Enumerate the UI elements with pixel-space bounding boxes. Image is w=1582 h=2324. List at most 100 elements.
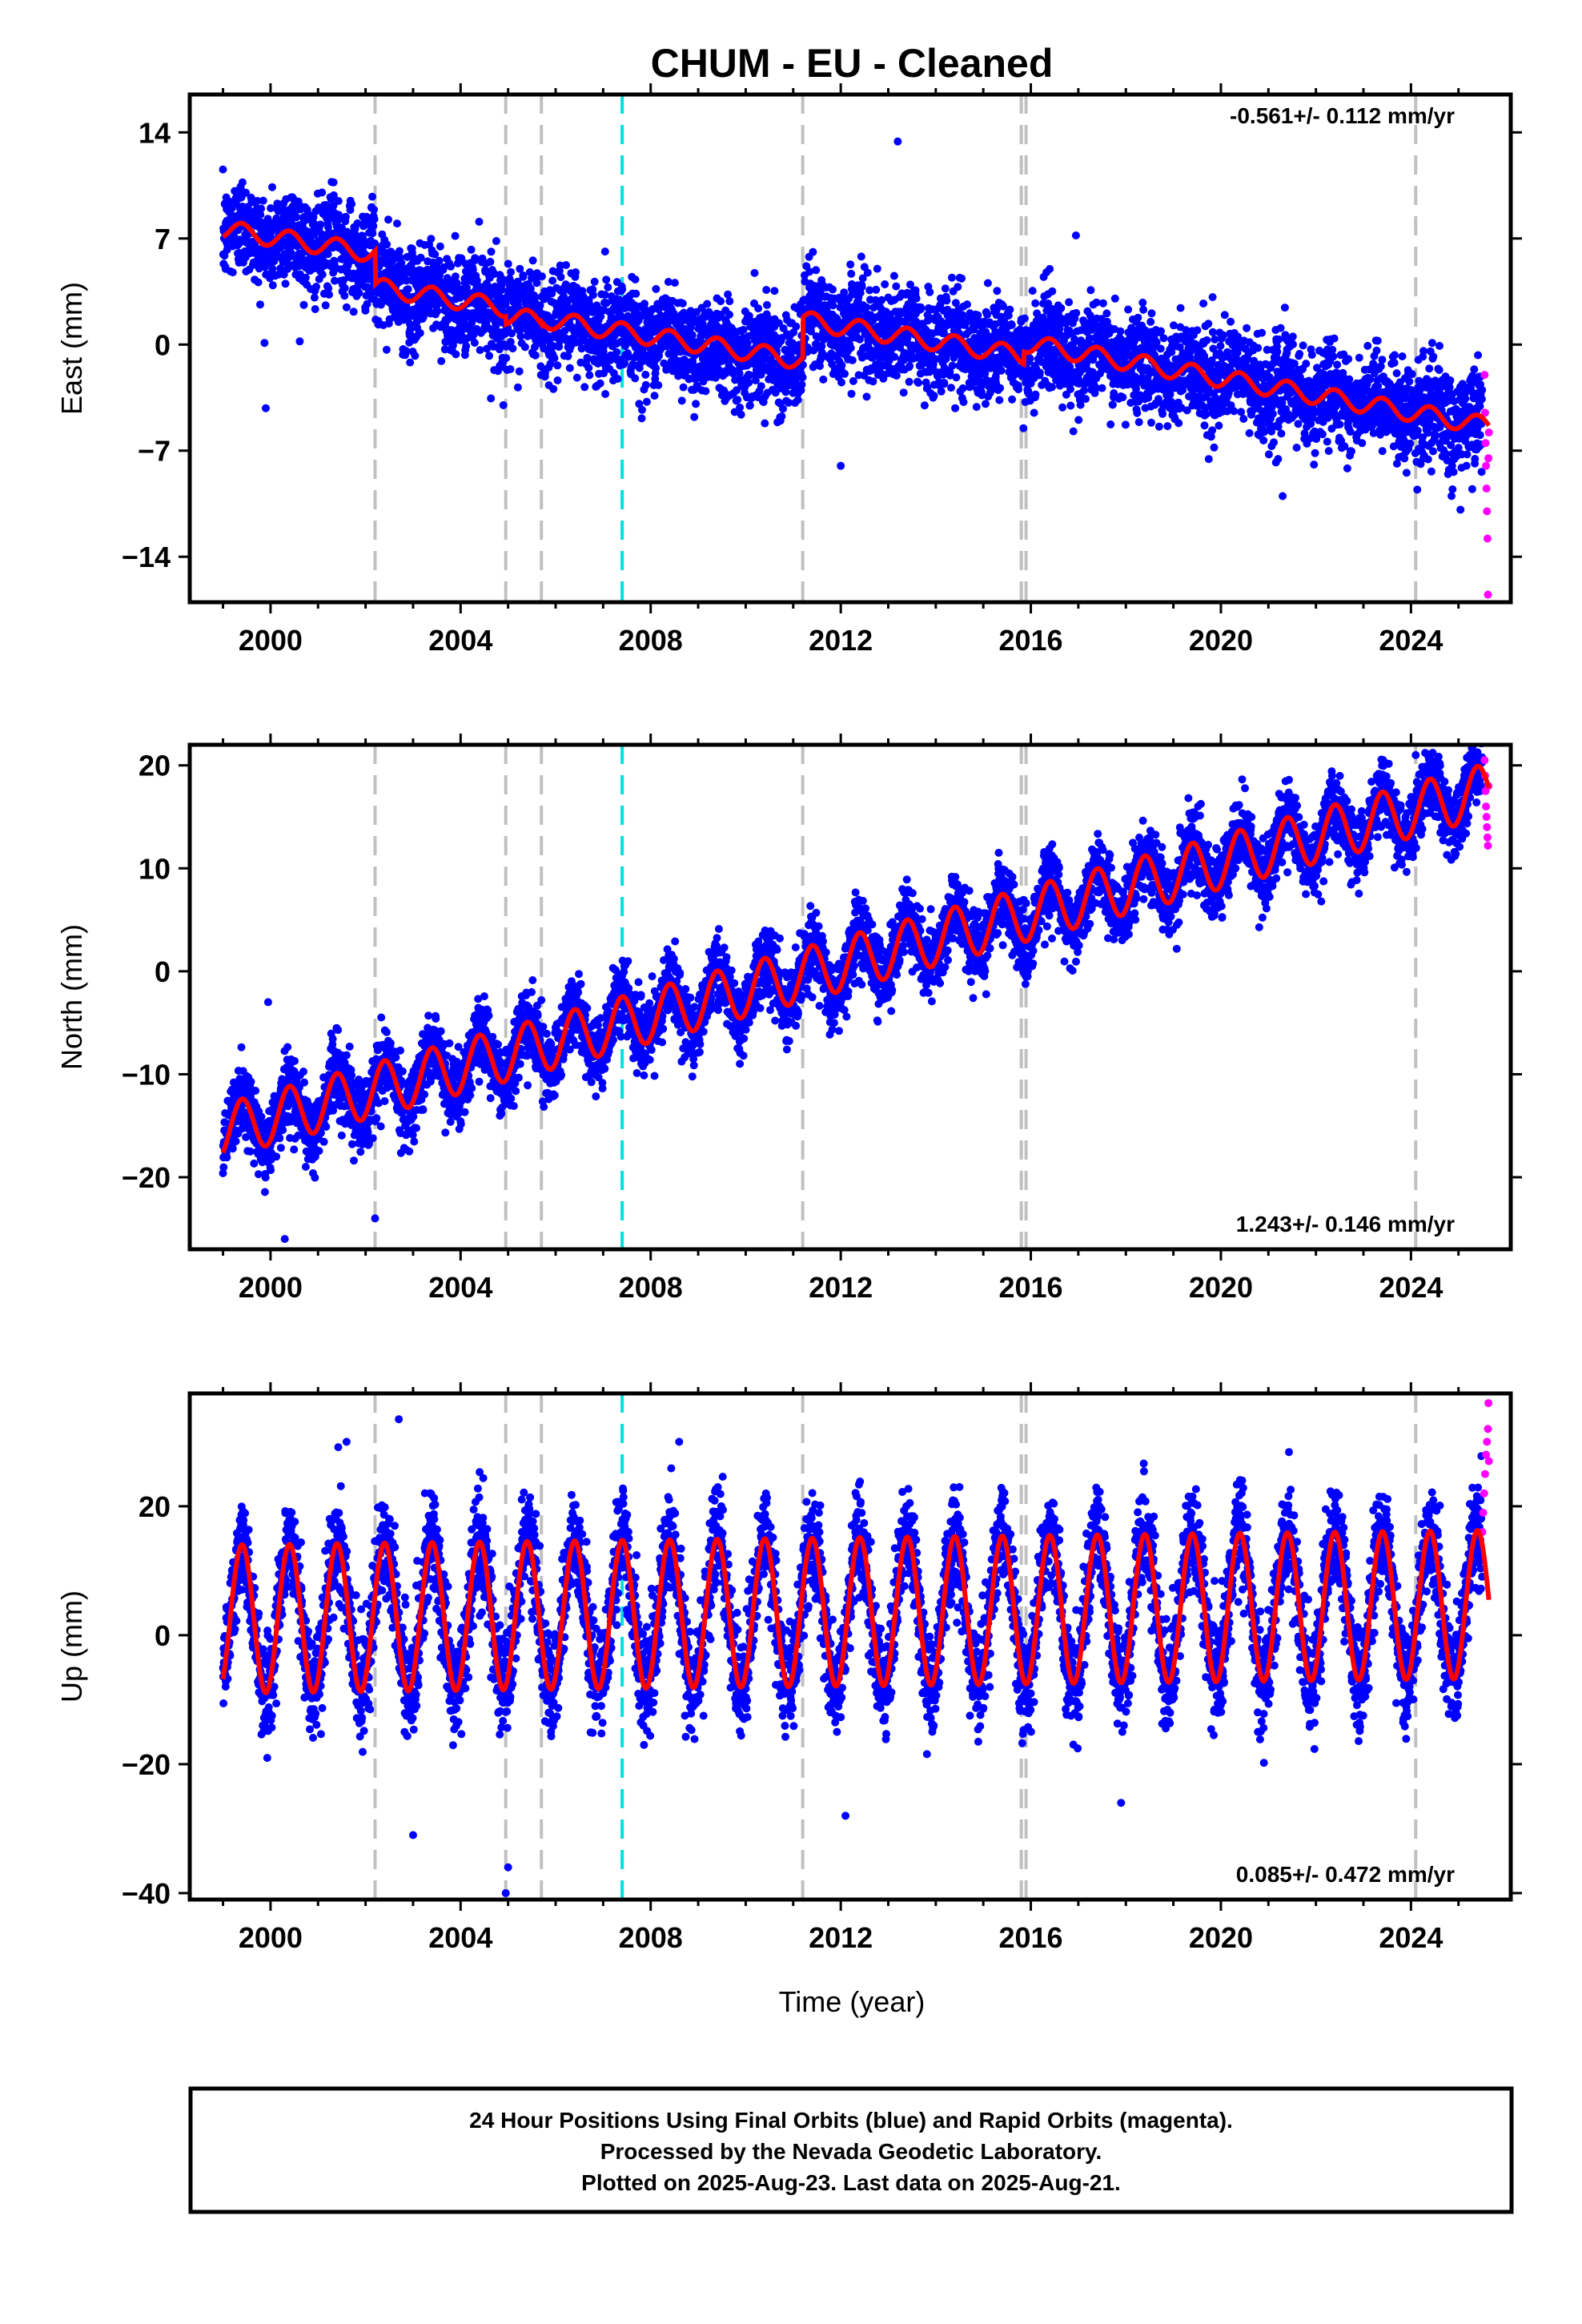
data-point [798,373,807,382]
data-point [516,332,525,340]
data-point [520,343,529,352]
data-point [596,379,604,388]
data-point [1046,264,1054,273]
data-point [892,282,901,291]
data-point [281,279,290,288]
data-point [983,310,992,319]
data-point [331,276,339,285]
data-point [219,165,227,174]
data-point [1203,336,1211,344]
data-point [384,215,392,224]
data-point [849,376,857,385]
data-point [863,268,872,277]
data-point [395,247,404,255]
data-point [743,339,752,348]
data-point [857,283,866,292]
data-point [1048,383,1056,392]
data-point [1204,320,1213,328]
data-point [829,301,837,310]
data-point [1156,344,1165,353]
data-point [1254,344,1263,352]
data-point [506,365,515,373]
data-point [917,304,926,313]
data-point [997,366,1006,375]
data-point [1220,311,1229,320]
data-point [920,401,929,410]
data-point [846,344,855,352]
data-point [1208,328,1217,336]
data-point [1230,407,1239,416]
data-point [283,264,292,273]
data-point [1259,436,1268,444]
data-point [565,364,574,372]
data-point [254,278,263,287]
data-point [1211,335,1219,344]
data-point [1193,326,1202,335]
data-point [553,376,562,384]
data-point [334,197,343,205]
data-point [1146,317,1155,326]
data-point [733,396,742,404]
data-point [881,280,889,288]
data-point [301,273,310,282]
data-point [329,191,338,199]
data-point [585,371,594,380]
data-point [1176,304,1185,312]
data-point [1066,401,1075,410]
data-point [677,396,686,405]
data-point [347,199,356,208]
data-point [519,272,528,281]
data-point [492,237,500,245]
data-point [958,274,966,283]
data-point [1264,450,1273,459]
data-point [829,285,837,294]
data-point [402,347,411,356]
data-point [948,273,956,282]
data-point [1139,305,1148,314]
data-point [1031,390,1040,399]
data-point [406,358,415,367]
data-point [631,275,640,283]
data-point [1157,327,1165,336]
data-point [556,273,565,281]
data-point [1030,408,1038,417]
data-point [642,397,651,406]
data-point [257,204,266,213]
data-point [1208,293,1217,301]
data-point [761,419,769,428]
data-point [369,222,378,231]
data-point [905,377,913,386]
data-point [580,383,589,392]
data-point [1215,421,1223,430]
data-point [947,384,955,392]
data-point [652,284,661,293]
data-point [238,178,247,187]
data-point [324,223,332,231]
data-point [1158,409,1167,418]
data-point [1102,309,1111,318]
data-point [982,400,990,408]
data-point [342,303,351,312]
data-point [1277,429,1286,438]
data-point [368,192,376,201]
data-point [641,370,650,379]
data-point [475,217,484,226]
data-point [1133,408,1142,417]
data-point [452,350,460,359]
data-point [253,196,262,205]
data-point [952,373,961,382]
data-point [1216,341,1225,350]
data-point [256,300,264,309]
data-point [1134,418,1143,427]
data-point [259,196,267,205]
data-point [1268,409,1277,418]
data-point [1174,419,1183,428]
data-point [1020,314,1029,323]
data-point [363,300,371,308]
data-point [437,356,446,365]
data-point [507,267,515,276]
data-point [1147,418,1155,427]
data-point [361,306,370,315]
data-point [1069,427,1078,436]
